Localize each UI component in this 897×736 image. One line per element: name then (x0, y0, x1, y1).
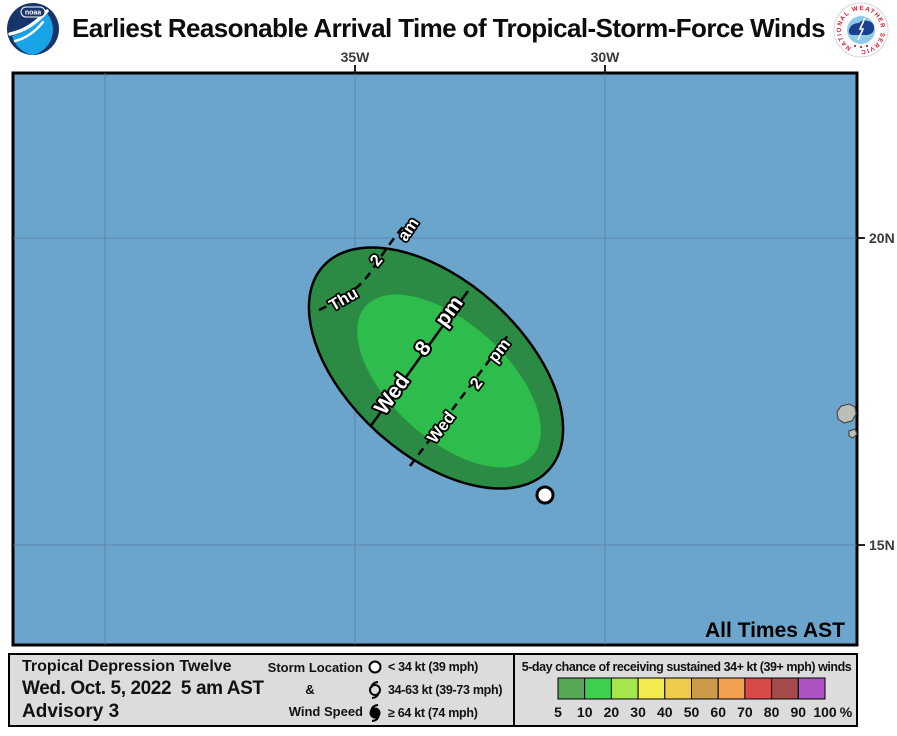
lat-label-20n: 20N (869, 230, 895, 246)
svg-text:5: 5 (554, 704, 562, 720)
svg-text:50: 50 (684, 704, 700, 720)
storm-name: Tropical Depression Twelve (22, 658, 232, 675)
noaa-logo: noaa (7, 3, 59, 55)
svg-text:90: 90 (791, 704, 807, 720)
lon-label-30w: 30W (591, 49, 621, 65)
probability-unit: % (840, 704, 853, 720)
svg-text:20: 20 (604, 704, 620, 720)
wind-legend-row: 34-63 kt (39-73 mph) (366, 681, 502, 699)
svg-text:10: 10 (577, 704, 593, 720)
page-title: Earliest Reasonable Arrival Time of Trop… (72, 12, 826, 43)
svg-text:60: 60 (710, 704, 726, 720)
probability-color-bar (557, 677, 826, 700)
probability-scale: 5 10 20 30 40 50 60 70 80 90 100 % (554, 677, 853, 720)
probability-tick-labels: 5 10 20 30 40 50 60 70 80 90 100 % (554, 704, 853, 720)
wind-legend-label: ≥ 64 kt (74 mph) (388, 706, 478, 720)
svg-text:40: 40 (657, 704, 673, 720)
svg-text:80: 80 (764, 704, 780, 720)
header-bar: noaa Earliest Reasonable Arrival Time of… (0, 0, 897, 58)
wind-legend-label: < 34 kt (39 mph) (388, 660, 479, 674)
nws-logo: NATIONAL WEATHER SERVICE (832, 2, 889, 58)
open-circle-icon (368, 660, 382, 674)
tropical-storm-icon (369, 681, 381, 699)
axis-ticks (354, 65, 865, 546)
storm-location-marker (535, 485, 555, 505)
isochrone-wed-8pm (368, 290, 470, 428)
wind-legend-label: 34-63 kt (39-73 mph) (388, 683, 503, 697)
storm-datetime: Wed. Oct. 5, 2022 5 am AST (22, 678, 264, 699)
hurricane-icon (369, 704, 381, 722)
map-canvas: 35W 30W 20N 15N Thu 2 am Wed 8 pm Wed 2 … (11, 49, 895, 647)
probability-scale-title: 5-day chance of receiving sustained 34+ … (521, 660, 852, 674)
svg-text:70: 70 (737, 704, 753, 720)
nws-lightning-icon (857, 17, 866, 41)
arrival-swath-inner (357, 294, 541, 468)
wind-legend-row: ≥ 64 kt (74 mph) (366, 704, 478, 722)
lon-label-35w: 35W (341, 49, 371, 65)
noaa-logo-text: noaa (25, 10, 41, 17)
storm-advisory: Advisory 3 (22, 701, 120, 722)
wind-legend-row: < 34 kt (39 mph) (366, 658, 478, 676)
svg-text:30: 30 (630, 704, 646, 720)
legend-panel: Tropical Depression Twelve Wed. Oct. 5, … (8, 653, 858, 727)
lat-label-15n: 15N (869, 537, 895, 553)
svg-text:100: 100 (813, 704, 837, 720)
legend-divider (513, 655, 515, 725)
island (836, 403, 858, 439)
isochrone-thu-2am (318, 223, 406, 312)
all-times-note: All Times AST (705, 619, 845, 642)
